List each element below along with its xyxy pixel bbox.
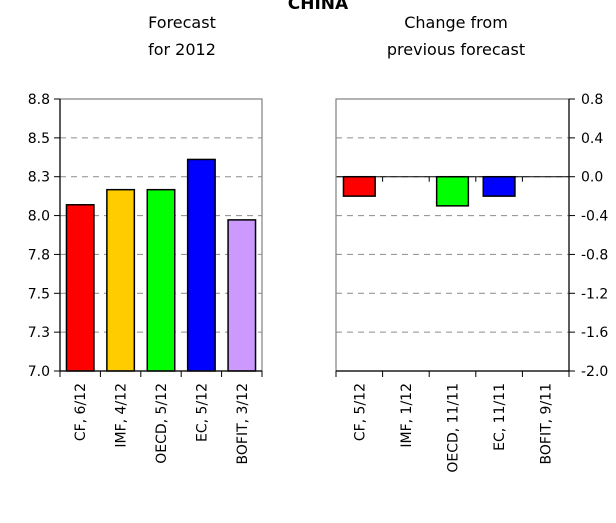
y-tick-label: 8.0 (28, 209, 50, 225)
category-label: EC, 11/11 (492, 383, 508, 451)
bar (146, 188, 176, 372)
left-subtitle-line1: Forecast (148, 13, 216, 32)
category-label: BOFIT, 3/12 (235, 383, 251, 464)
category-label: CF, 5/12 (352, 383, 368, 441)
category-label: OECD, 11/11 (446, 383, 462, 473)
y-tick-label: -0.8 (581, 247, 608, 263)
y-tick-label: -1.6 (581, 325, 608, 341)
bar (342, 175, 376, 197)
y-tick-label: 8.3 (28, 170, 50, 186)
right-subtitle-line1: Change from (404, 13, 508, 32)
category-label: IMF, 4/12 (114, 383, 130, 448)
y-tick-label: 0.0 (581, 170, 603, 186)
y-tick-label: 0.8 (581, 92, 603, 108)
y-tick-label: 7.8 (28, 247, 50, 263)
left-subtitle-line2: for 2012 (148, 40, 216, 59)
y-tick-label: 7.0 (28, 364, 50, 380)
y-tick-label: -0.4 (581, 209, 608, 225)
y-tick-label: 8.5 (28, 131, 50, 147)
category-label: BOFIT, 9/11 (539, 383, 555, 464)
bar (65, 204, 95, 372)
category-label: EC, 5/12 (194, 383, 210, 442)
category-label: IMF, 1/12 (399, 383, 415, 448)
figure-title: CHINA (288, 0, 349, 14)
plot-area (336, 99, 569, 371)
bar (435, 175, 470, 207)
right-chart-change: 0.8 0.4 0.0 -0.4 -0.8 -1.2 -1.6 -2.0 CF, 5/12 IMF… (335, 92, 608, 473)
y-tick-label: 8.8 (28, 92, 50, 108)
category-label: CF, 6/12 (73, 383, 89, 441)
right-subtitle-line2: previous forecast (387, 40, 525, 59)
y-tick-label: 7.3 (28, 325, 50, 341)
bar (482, 175, 516, 197)
y-tick-label: 7.5 (28, 286, 50, 302)
y-tick-label: 0.4 (581, 131, 603, 147)
y-tick-label: -2.0 (581, 364, 608, 380)
bar (186, 158, 216, 372)
y-tick-label: -1.2 (581, 286, 608, 302)
bar (227, 219, 257, 372)
left-chart-forecast: 8.8 8.5 8.3 8.0 7.8 7.5 7.3 7.0 CF, 6/12 IMF, 4/1… (28, 92, 263, 464)
category-label: OECD, 5/12 (154, 383, 170, 464)
bar (106, 188, 136, 372)
